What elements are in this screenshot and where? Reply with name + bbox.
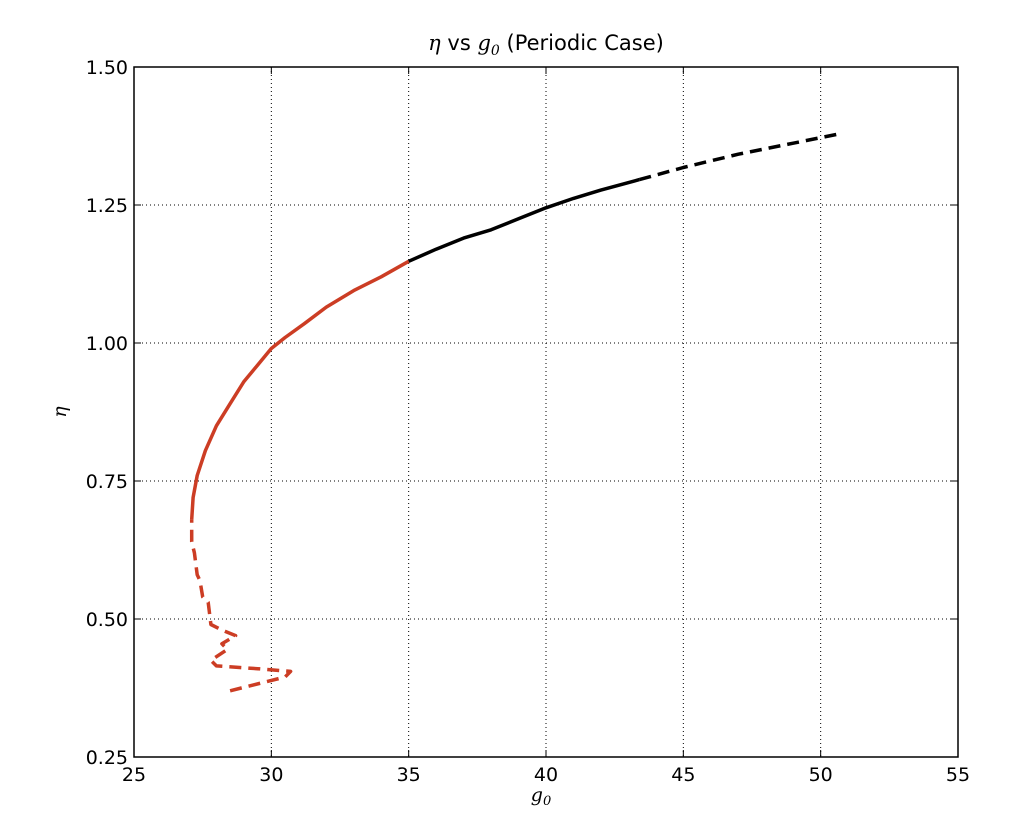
series-line-4-dashed: [638, 132, 838, 182]
x-axis-label-subscript: 0: [543, 794, 551, 809]
title-vs: vs: [441, 31, 478, 55]
x-axis-label-g: g: [531, 784, 543, 806]
data-series: [189, 132, 838, 693]
x-tick-label: 40: [534, 764, 558, 786]
axis-ticks: 25 30 35 40 45 50 55 0.25 0.50 0.75 1.00 1.25 1.50: [86, 57, 970, 786]
y-tick-label: 1.25: [86, 195, 128, 217]
grid-lines: [134, 67, 958, 757]
chart-title: η vs g0 (Periodic Case): [428, 31, 664, 59]
x-tick-label: 50: [809, 764, 833, 786]
x-tick-label: 35: [397, 764, 421, 786]
y-axis-label: η: [49, 406, 71, 418]
title-suffix: (Periodic Case): [500, 31, 664, 55]
title-g-subscript: 0: [491, 43, 500, 59]
y-tick-label: 1.00: [86, 333, 128, 355]
y-tick-label: 0.25: [86, 747, 128, 769]
y-tick-label: 0.50: [86, 609, 128, 631]
series-line-2-solid: [189, 259, 410, 520]
x-axis-label: g0: [531, 784, 551, 809]
y-tick-label: 1.50: [86, 57, 128, 79]
series-line-1-dashed: [189, 519, 293, 693]
x-tick-label: 25: [122, 764, 146, 786]
x-tick-label: 55: [946, 764, 970, 786]
x-tick-label: 45: [671, 764, 695, 786]
y-tick-label: 0.75: [86, 471, 128, 493]
title-g: g: [477, 31, 490, 55]
x-tick-label: 30: [259, 764, 283, 786]
title-eta: η: [428, 31, 441, 55]
series-line-3-solid: [407, 177, 640, 263]
